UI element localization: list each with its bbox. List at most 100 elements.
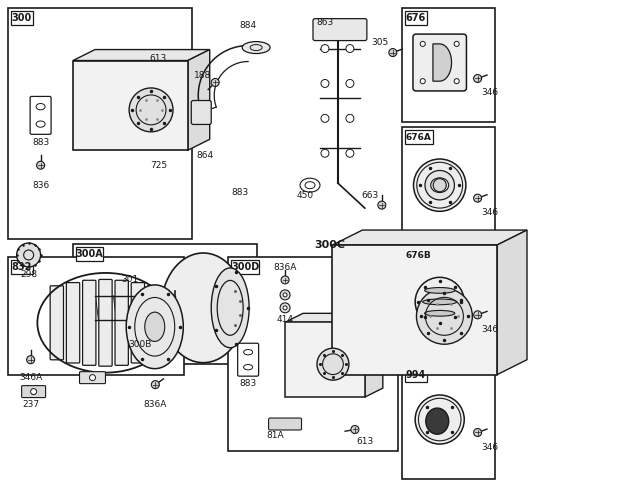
Text: 305: 305 [371,38,389,47]
Bar [332,245,497,375]
Bar [11,10,33,24]
Circle shape [474,311,482,319]
Circle shape [151,381,159,389]
Text: 883: 883 [32,138,49,147]
Ellipse shape [425,287,454,293]
Circle shape [433,179,446,192]
Text: 725: 725 [150,161,167,170]
FancyBboxPatch shape [99,279,112,366]
Polygon shape [73,49,210,60]
Bar [76,247,104,261]
Text: 346: 346 [481,88,498,97]
Text: 188: 188 [193,71,211,80]
Circle shape [27,356,35,364]
Text: 300A: 300A [76,249,104,259]
Circle shape [420,41,425,46]
Text: 832: 832 [11,262,32,272]
Circle shape [211,78,219,86]
Ellipse shape [161,253,245,363]
Bar [405,10,427,24]
Text: 300B: 300B [129,340,152,349]
FancyBboxPatch shape [115,280,128,365]
Circle shape [283,306,287,310]
Text: 346: 346 [481,208,498,217]
FancyBboxPatch shape [268,418,301,430]
Circle shape [346,79,354,87]
Text: 301: 301 [122,275,139,284]
Circle shape [346,114,354,122]
Bar [402,365,495,480]
Circle shape [474,74,482,82]
Text: 676A: 676A [406,133,432,142]
Bar [285,322,365,397]
FancyBboxPatch shape [66,282,80,363]
Circle shape [474,194,482,202]
Text: 300C: 300C [314,240,345,250]
Circle shape [346,149,354,157]
Bar [7,7,192,239]
Circle shape [351,426,359,434]
FancyBboxPatch shape [79,372,105,384]
Bar [11,260,33,274]
Text: 994: 994 [405,370,426,380]
Text: 613: 613 [149,54,167,63]
Polygon shape [365,313,383,397]
Text: 883: 883 [231,188,249,197]
Ellipse shape [211,268,249,348]
Circle shape [414,159,466,212]
Circle shape [280,303,290,313]
Text: 884: 884 [239,21,257,30]
Circle shape [415,395,464,444]
Text: 346: 346 [481,443,498,452]
Circle shape [389,48,397,56]
Text: 864: 864 [197,151,214,160]
Bar [405,130,433,144]
Bar [402,127,495,242]
Text: 836A: 836A [144,400,167,409]
Bar [402,7,495,122]
Circle shape [89,375,95,381]
Bar [7,257,184,375]
FancyBboxPatch shape [192,100,211,124]
Polygon shape [285,313,383,322]
Circle shape [280,290,290,300]
Bar [231,260,259,274]
Text: 300D: 300D [231,262,259,272]
Ellipse shape [144,312,165,341]
Ellipse shape [423,299,457,305]
Bar [402,246,495,361]
Circle shape [37,161,45,169]
Circle shape [321,79,329,87]
Circle shape [378,201,386,209]
Circle shape [317,348,349,380]
Text: 346: 346 [481,325,498,334]
Text: 414: 414 [277,315,293,324]
Text: 300: 300 [12,12,32,22]
Ellipse shape [426,408,449,434]
Circle shape [425,171,454,200]
Circle shape [454,79,459,84]
Text: 863: 863 [316,18,334,27]
FancyBboxPatch shape [413,34,466,91]
Text: 613: 613 [356,437,373,446]
FancyBboxPatch shape [148,286,161,360]
Ellipse shape [425,310,454,316]
Circle shape [346,44,354,52]
Circle shape [283,293,287,297]
Bar [405,249,433,263]
Text: 298: 298 [20,270,37,279]
Circle shape [281,276,289,284]
Ellipse shape [242,41,270,53]
FancyBboxPatch shape [82,280,96,365]
Text: 836: 836 [32,181,49,190]
Circle shape [454,41,459,46]
Circle shape [129,88,173,132]
FancyBboxPatch shape [50,286,63,360]
Text: 237: 237 [22,400,39,409]
Text: 676B: 676B [406,251,432,260]
Text: 883: 883 [239,379,257,388]
Bar [73,244,257,364]
FancyBboxPatch shape [131,282,144,363]
Text: 81A: 81A [266,431,284,440]
Polygon shape [497,230,527,375]
